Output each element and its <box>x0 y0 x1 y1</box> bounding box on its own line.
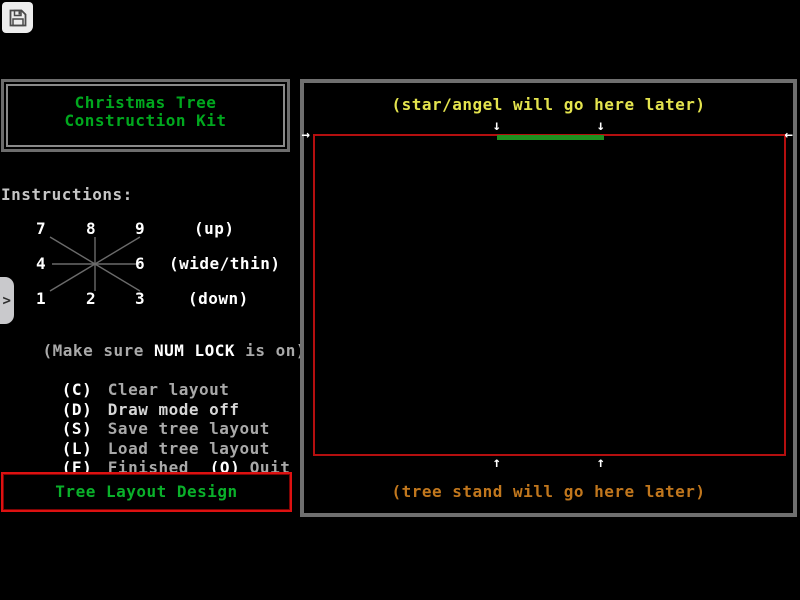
title-box-inner: Christmas Tree Construction Kit <box>6 84 285 147</box>
command-draw-mode-label: Draw mode off <box>107 399 240 419</box>
numpad-key-8: 8 <box>86 219 97 238</box>
command-load-label: Load tree layout <box>107 438 270 458</box>
numlock-note-emphasis: NUM LOCK <box>154 341 236 360</box>
command-load: (L) Load tree layout <box>1 419 290 458</box>
numpad-label-down: (down) <box>188 289 249 308</box>
numlock-note: (Make sure NUM LOCK is on) <box>2 327 306 375</box>
save-button[interactable] <box>2 2 33 33</box>
numpad-key-6: 6 <box>135 254 146 273</box>
up-arrow-marker-right: ↑ <box>596 455 606 471</box>
numpad-key-1: 1 <box>36 289 47 308</box>
tree-layout-design-label: Tree Layout Design <box>55 482 238 501</box>
command-save-key: (S) <box>61 419 93 439</box>
command-draw-mode-key: (D) <box>61 399 93 419</box>
app-title-line1: Christmas Tree <box>74 93 217 112</box>
numpad-key-3: 3 <box>135 289 146 308</box>
command-save-label: Save tree layout <box>107 419 270 439</box>
chevron-right-icon: > <box>2 292 12 309</box>
down-arrow-marker-right: ↓ <box>596 118 606 134</box>
tree-stand-caption: (tree stand will go here later) <box>391 482 706 501</box>
tree-layout-design-box: Tree Layout Design <box>1 472 292 512</box>
numlock-note-prefix: (Make sure <box>42 341 154 360</box>
numpad-key-4: 4 <box>36 254 47 273</box>
numpad-key-9: 9 <box>135 219 146 238</box>
numpad-label-up: (up) <box>194 219 235 238</box>
right-arrow-marker: → <box>301 127 311 143</box>
numpad-key-2: 2 <box>86 289 97 308</box>
up-arrow-marker-left: ↑ <box>492 455 502 471</box>
title-box: Christmas Tree Construction Kit <box>1 79 290 152</box>
tree-drawing-area[interactable] <box>313 134 786 456</box>
command-clear: (C) Clear layout <box>1 361 290 399</box>
tree-top-branch <box>497 135 604 140</box>
command-draw-mode: (D) Draw mode off <box>1 380 290 419</box>
numlock-note-suffix: is on) <box>235 341 306 360</box>
numpad-diagram-lines <box>49 236 141 292</box>
floppy-disk-icon <box>9 9 26 26</box>
command-load-key: (L) <box>61 438 93 458</box>
command-clear-key: (C) <box>61 380 93 400</box>
star-angel-caption: (star/angel will go here later) <box>391 95 706 114</box>
numpad-label-wide-thin: (wide/thin) <box>169 254 281 273</box>
command-save: (S) Save tree layout <box>1 400 290 438</box>
sidebar-expand-tab[interactable]: > <box>0 277 14 324</box>
down-arrow-marker-left: ↓ <box>492 118 502 134</box>
left-arrow-marker: ← <box>784 127 794 143</box>
canvas-panel: (star/angel will go here later) ↓ ↓ ↑ ↑ … <box>300 79 797 517</box>
numpad-key-7: 7 <box>36 219 47 238</box>
app-title-line2: Construction Kit <box>64 111 227 130</box>
command-clear-label: Clear layout <box>107 380 230 400</box>
instructions-heading: Instructions: <box>1 185 133 204</box>
command-list: (C) Clear layout (D) Draw mode off (S) Save… <box>1 361 290 477</box>
